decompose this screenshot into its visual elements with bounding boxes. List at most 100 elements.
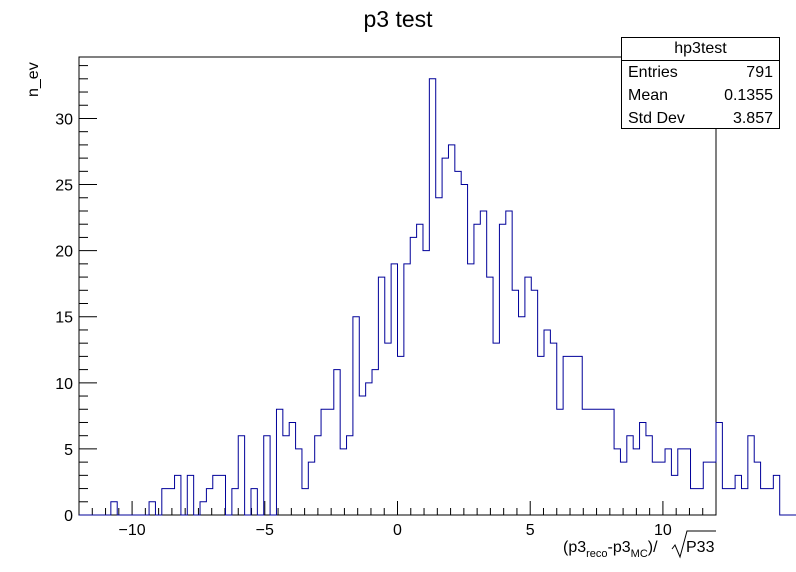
histogram-bin xyxy=(455,171,461,515)
histogram-bin xyxy=(767,489,773,515)
histogram-bin xyxy=(589,409,595,515)
histogram-bin xyxy=(671,475,677,515)
histogram-bin xyxy=(334,370,340,515)
histogram-bin xyxy=(748,436,754,515)
histogram-bin xyxy=(308,462,314,515)
histogram-bin xyxy=(213,475,219,515)
histogram-bin xyxy=(550,343,556,515)
histogram-bin xyxy=(627,436,633,515)
x-axis-label: (p3reco-p3MC)/ P33 xyxy=(563,530,716,560)
histogram-bin xyxy=(722,489,728,515)
histogram-bin xyxy=(162,489,168,515)
histogram-bin xyxy=(391,264,397,515)
chart-title: p3 test xyxy=(363,6,433,32)
histogram-bin xyxy=(633,449,639,515)
histogram-bin xyxy=(366,383,372,515)
histogram-bin xyxy=(404,264,410,515)
histogram-bin xyxy=(442,158,448,515)
histogram-bin xyxy=(691,489,697,515)
histogram-bin xyxy=(608,409,614,515)
histogram-bin xyxy=(761,489,767,515)
histogram-bin xyxy=(512,290,518,515)
histogram-bin xyxy=(378,277,384,515)
histogram-bin xyxy=(238,436,244,515)
stats-value: 791 xyxy=(746,64,773,81)
histogram-outline xyxy=(79,78,796,516)
histogram-bin xyxy=(359,396,365,515)
histogram-bin xyxy=(569,356,575,515)
x-tick-label: 10 xyxy=(654,522,672,539)
y-tick-label: 5 xyxy=(64,442,73,459)
histogram-bin xyxy=(506,211,512,515)
histogram-bin xyxy=(461,185,467,515)
stats-value: 3.857 xyxy=(732,110,773,127)
histogram-bin xyxy=(200,502,206,515)
histogram-bin xyxy=(149,502,155,515)
histogram-bin xyxy=(716,422,722,515)
x-tick-label: −10 xyxy=(119,522,146,539)
sqrt-symbol xyxy=(671,530,716,559)
histogram-bins xyxy=(111,79,796,515)
histogram-bin xyxy=(327,409,333,515)
x-axis-label-text: (p3reco-p3MC)/ xyxy=(563,539,658,560)
y-tick-label: 10 xyxy=(55,376,73,393)
x-axis-label-radicand: P33 xyxy=(686,539,715,556)
stats-value: 0.1355 xyxy=(724,87,773,104)
histogram-bin xyxy=(340,449,346,515)
histogram-bin xyxy=(429,79,435,515)
stats-label: Entries xyxy=(628,64,678,81)
histogram-bin xyxy=(499,224,505,515)
histogram-bin xyxy=(423,251,429,515)
histogram-bin xyxy=(480,211,486,515)
histogram-bin xyxy=(289,422,295,515)
histogram-bin xyxy=(659,462,665,515)
histogram-bin xyxy=(347,436,353,515)
y-axis-label: n_ev xyxy=(25,62,42,97)
histogram-bin xyxy=(601,409,607,515)
histogram-bin xyxy=(468,264,474,515)
histogram-bin xyxy=(525,277,531,515)
x-tick-label: 5 xyxy=(526,522,535,539)
histogram-bin xyxy=(175,475,181,515)
histogram-bin xyxy=(710,462,716,515)
y-tick-label: 0 xyxy=(64,508,73,525)
histogram-bin xyxy=(296,449,302,515)
histogram-bin xyxy=(684,449,690,515)
histogram-bin xyxy=(773,475,779,515)
stats-label: Mean xyxy=(628,87,669,104)
histogram-bin xyxy=(519,317,525,515)
histogram-bin xyxy=(703,462,709,515)
histogram-bin xyxy=(315,436,321,515)
x-tick-label: −5 xyxy=(256,522,274,539)
y-tick-label: 15 xyxy=(55,310,73,327)
histogram-bin xyxy=(187,475,193,515)
histogram-bin xyxy=(754,462,760,515)
histogram-bin xyxy=(595,409,601,515)
histogram-bin xyxy=(410,237,416,515)
stats-box: hp3test Entries 791 Mean 0.1355 Std Dev … xyxy=(621,37,780,129)
histogram-bin xyxy=(353,317,359,515)
stats-title: hp3test xyxy=(622,38,779,61)
histogram-bin xyxy=(487,277,493,515)
stats-label: Std Dev xyxy=(628,110,685,127)
histogram-bin xyxy=(321,409,327,515)
histogram-bin xyxy=(232,489,238,515)
histogram-bin xyxy=(665,449,671,515)
histogram-bin xyxy=(448,145,454,515)
histogram-bin xyxy=(582,409,588,515)
y-axis: 0 5 10 15 20 25 30 xyxy=(55,65,97,525)
histogram-bin xyxy=(417,224,423,515)
histogram-bin xyxy=(398,356,404,515)
x-tick-label: 0 xyxy=(393,522,402,539)
histogram-bin xyxy=(741,489,747,515)
histogram-bin xyxy=(168,489,174,515)
histogram-bin xyxy=(576,356,582,515)
histogram-bin xyxy=(563,356,569,515)
stats-row-stddev: Std Dev 3.857 xyxy=(622,107,779,130)
y-tick-label: 25 xyxy=(55,178,73,195)
histogram-bin xyxy=(283,436,289,515)
x-axis: −10 −5 0 5 10 xyxy=(78,501,717,539)
histogram-bin xyxy=(614,449,620,515)
histogram-bin xyxy=(385,343,391,515)
